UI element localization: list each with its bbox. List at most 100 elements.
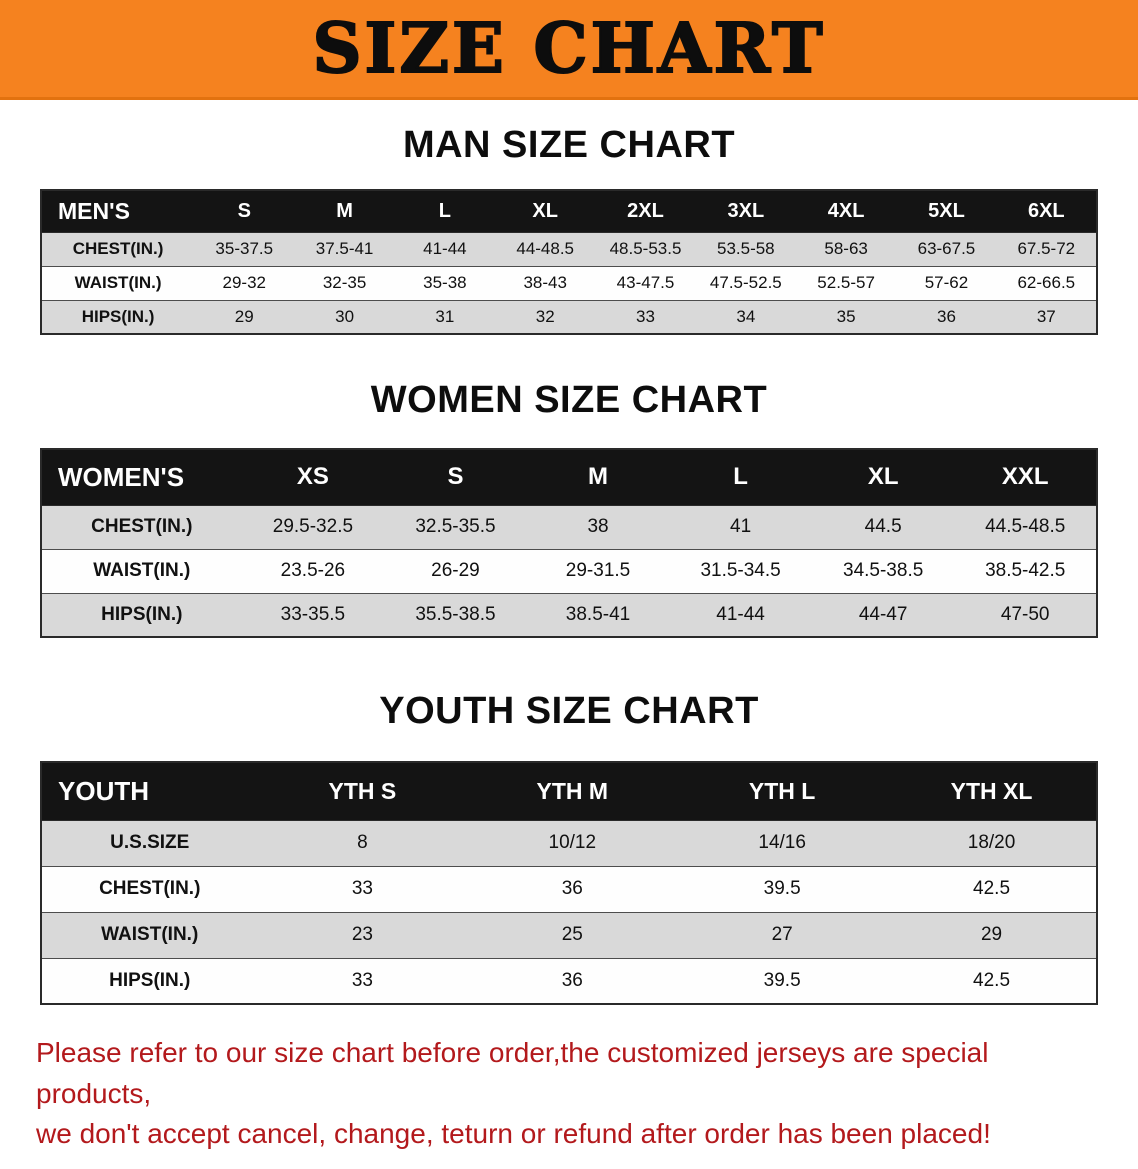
row-label-cell: WAIST(IN.) [74,273,162,292]
value-cell: 33 [351,878,373,899]
value-cell: 34 [736,306,756,326]
value-cell: 37 [1036,306,1056,326]
table-header-row: MEN'S S M L XL 2XL 3XL 4XL 5XL 6XL [41,190,1097,232]
size-header-cell: S [194,190,295,232]
table-row: WAIST(IN.) 23.5-26 26-29 29-31.5 31.5-34.5 34… [41,549,1097,593]
value-cell: 41-44 [716,603,765,625]
women-size-chart-heading: WOMEN SIZE CHART [370,379,768,421]
value-cell: 14/16 [758,832,806,853]
disclaimer-line-1: Please refer to our size chart before or… [36,1037,989,1109]
value-cell: 29-31.5 [565,560,631,581]
value-cell: 44-48.5 [516,239,575,258]
row-label-cell: WAIST(IN.) [93,560,191,581]
value-cell: 44.5-48.5 [985,516,1066,537]
value-cell: 36 [936,306,956,326]
size-header-cell: YTH XL [887,762,1097,820]
youth-size-table: YOUTH YTH S YTH M YTH L YTH XL U.S.SIZE 8 10/12… [40,761,1098,1005]
youth-size-chart-section: YOUTH SIZE CHART YOUTH YTH S YTH M YTH L YTH… [0,690,1138,1005]
women-size-chart-section: WOMEN SIZE CHART WOMEN'S XS S M L XL XXL CHEST(… [0,379,1138,638]
table-row: U.S.SIZE 8 10/12 14/16 18/20 [41,820,1097,866]
value-cell: 35.5-38.5 [415,603,496,625]
table-row: HIPS(IN.) 29 30 31 32 33 34 35 36 37 [41,300,1097,334]
row-label-cell: HIPS(IN.) [81,306,155,326]
value-cell: 29 [980,924,1003,945]
value-cell: 35 [836,306,856,326]
disclaimer-line-2: we don't accept cancel, change, teturn o… [36,1118,991,1150]
value-cell: 32 [535,306,555,326]
value-cell: 41-44 [423,239,467,258]
value-cell: 36 [561,878,583,899]
size-header-cell: L [394,190,496,232]
value-cell: 42.5 [973,969,1011,991]
size-header-cell: 2XL [595,190,696,232]
value-cell: 41 [730,516,752,537]
size-header-cell: 3XL [695,190,796,232]
value-cell: 29.5-32.5 [272,516,354,537]
value-cell: 43-47.5 [616,273,675,292]
table-title-cell: YOUTH [41,762,258,820]
table-row: HIPS(IN.) 33 36 39.5 42.5 [41,958,1097,1004]
value-cell: 62-66.5 [1017,273,1076,292]
table-header-row: WOMEN'S XS S M L XL XXL [41,449,1097,505]
value-cell: 47-50 [1000,603,1050,625]
value-cell: 33 [351,969,373,991]
value-cell: 35-37.5 [215,239,274,258]
value-cell: 10/12 [548,832,597,853]
size-header-cell: XS [241,449,385,505]
table-row: CHEST(IN.) 35-37.5 37.5-41 41-44 44-48.5 48.5… [41,232,1097,266]
size-header-cell: 4XL [795,190,897,232]
size-header-cell: XL [495,190,596,232]
women-size-table: WOMEN'S XS S M L XL XXL CHEST(IN.) 29.5-32.5 32.5… [40,448,1098,638]
size-header-cell: M [294,190,395,232]
size-header-cell: 6XL [996,190,1097,232]
youth-size-chart-heading: YOUTH SIZE CHART [379,690,759,732]
value-cell: 32-35 [322,273,367,292]
value-cell: 38-43 [523,273,567,292]
value-cell: 31.5-34.5 [700,560,781,581]
size-header-cell: S [384,449,527,505]
value-cell: 53.5-58 [716,239,775,258]
row-label-cell: CHEST(IN.) [99,878,201,899]
value-cell: 52.5-57 [817,273,875,292]
value-cell: 34.5-38.5 [843,560,924,581]
table-row: CHEST(IN.) 29.5-32.5 32.5-35.5 38 41 44.5 44.5… [41,505,1097,549]
value-cell: 27 [771,924,793,945]
table-title-cell: MEN'S [41,190,195,232]
value-cell: 48.5-53.5 [609,239,682,258]
table-row: WAIST(IN.) 23 25 27 29 [41,912,1097,958]
value-cell: 38.5-42.5 [985,560,1066,581]
table-header-row: YOUTH YTH S YTH M YTH L YTH XL [41,762,1097,820]
value-cell: 37.5-41 [315,239,374,258]
value-cell: 44.5 [864,516,902,537]
table-row: WAIST(IN.) 29-32 32-35 35-38 38-43 43-47.5 47.… [41,266,1097,300]
value-cell: 8 [357,832,368,853]
value-cell: 39.5 [763,878,801,899]
value-cell: 18/20 [967,832,1016,853]
man-size-chart-heading: MAN SIZE CHART [402,124,736,166]
value-cell: 44-47 [858,603,908,625]
value-cell: 39.5 [763,969,801,991]
row-label-cell: CHEST(IN.) [91,516,193,537]
value-cell: 25 [561,924,583,945]
size-header-cell: M [526,449,670,505]
value-cell: 23 [351,924,373,945]
row-label-cell: HIPS(IN.) [109,969,191,991]
value-cell: 30 [335,306,355,326]
value-cell: 29 [234,306,254,326]
size-header-cell: YTH L [677,762,888,820]
size-header-cell: YTH S [257,762,468,820]
value-cell: 33 [636,306,655,326]
table-title-cell: WOMEN'S [41,449,242,505]
value-cell: 32.5-35.5 [415,516,496,537]
size-header-cell: XL [811,449,955,505]
value-cell: 29-32 [222,273,266,292]
value-cell: 33-35.5 [280,603,346,625]
table-row: HIPS(IN.) 33-35.5 35.5-38.5 38.5-41 41-44 44-… [41,593,1097,637]
value-cell: 38.5-41 [565,603,631,625]
size-header-cell: YTH M [467,762,678,820]
size-chart-banner: SIZE CHART [0,0,1138,100]
row-label-cell: HIPS(IN.) [101,603,183,625]
value-cell: 35-38 [423,273,467,292]
size-header-cell: L [669,449,812,505]
